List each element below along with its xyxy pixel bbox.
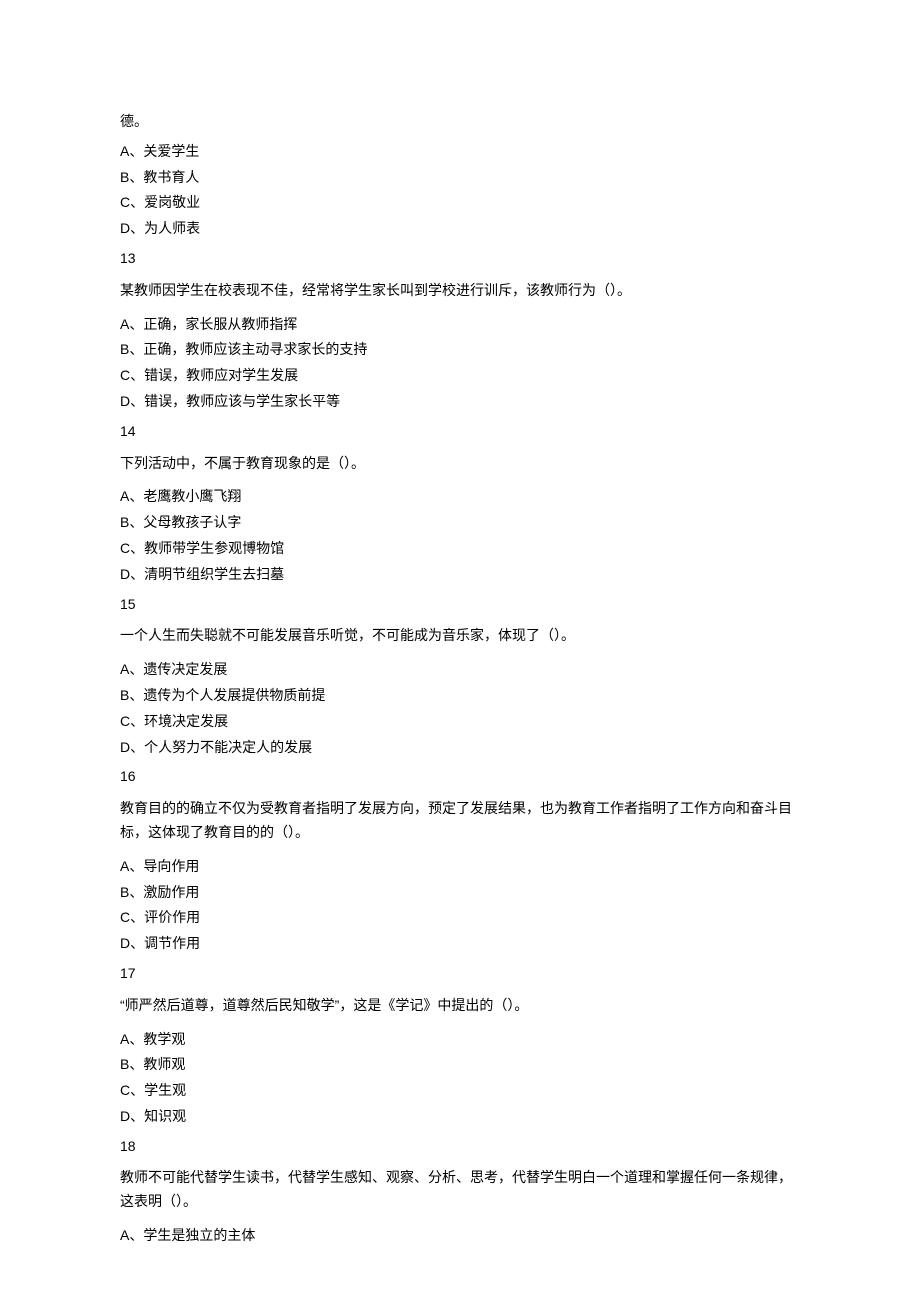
option: D、错误，教师应该与学生家长平等 <box>120 390 800 414</box>
option: C、教师带学生参观博物馆 <box>120 537 800 561</box>
option: C、环境决定发展 <box>120 710 800 734</box>
question-stem: 某教师因学生在校表现不佳，经常将学生家长叫到学校进行训斥，该教师行为（）。 <box>120 279 800 303</box>
option: D、个人努力不能决定人的发展 <box>120 736 800 760</box>
option: B、教师观 <box>120 1053 800 1077</box>
option: D、调节作用 <box>120 932 800 956</box>
option: C、错误，教师应对学生发展 <box>120 364 800 388</box>
option: C、学生观 <box>120 1079 800 1103</box>
question-stem: 下列活动中，不属于教育现象的是（）。 <box>120 452 800 476</box>
question-number: 13 <box>120 247 800 271</box>
question-number: 15 <box>120 593 800 617</box>
question-number: 17 <box>120 962 800 986</box>
option: A、正确，家长服从教师指挥 <box>120 313 800 337</box>
option: B、教书育人 <box>120 166 800 190</box>
option: A、导向作用 <box>120 855 800 879</box>
question-number: 16 <box>120 765 800 789</box>
question-number: 18 <box>120 1135 800 1159</box>
fragment-top: 德。 <box>120 110 800 134</box>
option: A、教学观 <box>120 1028 800 1052</box>
question-number: 14 <box>120 420 800 444</box>
option: C、评价作用 <box>120 906 800 930</box>
option: B、激励作用 <box>120 881 800 905</box>
question-stem: 教育目的的确立不仅为受教育者指明了发展方向，预定了发展结果，也为教育工作者指明了… <box>120 797 800 845</box>
option: A、遗传决定发展 <box>120 658 800 682</box>
question-stem: 教师不可能代替学生读书，代替学生感知、观察、分析、思考，代替学生明白一个道理和掌… <box>120 1166 800 1214</box>
question-stem: “师严然后道尊，道尊然后民知敬学”，这是《学记》中提出的（）。 <box>120 994 800 1018</box>
question-stem: 一个人生而失聪就不可能发展音乐听觉，不可能成为音乐家，体现了（）。 <box>120 624 800 648</box>
option: B、遗传为个人发展提供物质前提 <box>120 684 800 708</box>
option: D、知识观 <box>120 1105 800 1129</box>
option: C、爱岗敬业 <box>120 191 800 215</box>
option: B、父母教孩子认字 <box>120 511 800 535</box>
option: A、学生是独立的主体 <box>120 1224 800 1248</box>
option: A、关爱学生 <box>120 140 800 164</box>
option: D、清明节组织学生去扫墓 <box>120 563 800 587</box>
option: B、正确，教师应该主动寻求家长的支持 <box>120 338 800 362</box>
option: D、为人师表 <box>120 217 800 241</box>
option: A、老鹰教小鹰飞翔 <box>120 485 800 509</box>
